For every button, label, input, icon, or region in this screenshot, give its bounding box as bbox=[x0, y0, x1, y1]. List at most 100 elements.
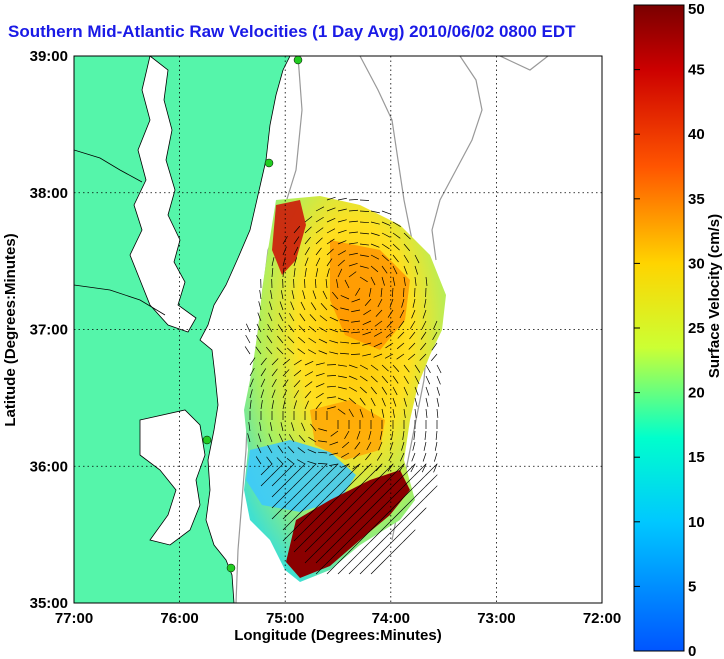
velocity-arrow bbox=[282, 518, 295, 531]
velocity-arrow bbox=[337, 268, 343, 278]
colorbar-tick-label: 30 bbox=[688, 255, 705, 272]
colorbar-tick-label: 10 bbox=[688, 514, 705, 531]
velocity-arrow bbox=[307, 449, 317, 454]
velocity-arrow bbox=[392, 232, 401, 239]
velocity-arrow bbox=[297, 447, 306, 454]
velocity-arrow bbox=[260, 357, 267, 366]
velocity-arrow bbox=[381, 375, 389, 384]
velocity-arrow bbox=[350, 353, 361, 355]
velocity-arrow bbox=[304, 268, 307, 278]
velocity-arrow bbox=[348, 463, 361, 476]
velocity-arrow bbox=[308, 436, 317, 443]
velocity-arrow bbox=[436, 375, 441, 385]
velocity-arrow bbox=[412, 441, 416, 451]
velocity-arrow bbox=[257, 312, 262, 322]
velocity-arrow bbox=[340, 463, 350, 468]
velocity-arrow bbox=[396, 353, 405, 360]
velocity-arrow bbox=[287, 336, 295, 344]
velocity-arrow bbox=[374, 320, 383, 327]
velocity-arrow bbox=[293, 540, 306, 553]
velocity-arrow bbox=[403, 265, 408, 275]
velocity-arrow bbox=[329, 441, 339, 446]
velocity-arrow bbox=[381, 507, 394, 520]
velocity-arrow bbox=[318, 428, 328, 432]
velocity-arrow bbox=[381, 243, 390, 250]
velocity-arrow bbox=[381, 386, 388, 395]
velocity-arrow bbox=[256, 444, 262, 454]
velocity-arrow bbox=[381, 408, 385, 418]
velocity-vectors bbox=[244, 196, 442, 575]
velocity-arrow bbox=[315, 518, 328, 531]
velocity-arrow bbox=[359, 463, 372, 476]
velocity-arrow bbox=[257, 433, 262, 443]
velocity-arrow bbox=[424, 430, 427, 440]
velocity-arrow bbox=[255, 346, 262, 355]
velocity-arrow bbox=[403, 408, 406, 418]
velocity-arrow bbox=[277, 445, 284, 454]
velocity-arrow bbox=[409, 331, 416, 340]
velocity-arrow bbox=[337, 208, 347, 212]
velocity-arrow bbox=[348, 518, 361, 531]
velocity-arrow bbox=[348, 496, 361, 509]
velocity-arrow bbox=[249, 400, 252, 410]
velocity-arrow bbox=[370, 496, 383, 509]
velocity-arrow bbox=[436, 364, 442, 374]
velocity-arrow bbox=[337, 386, 347, 390]
velocity-arrow bbox=[392, 386, 398, 396]
velocity-arrow bbox=[392, 496, 405, 509]
x-tick-label: 77:00 bbox=[55, 610, 93, 627]
velocity-arrow bbox=[265, 346, 273, 355]
velocity-arrow bbox=[304, 485, 317, 498]
velocity-arrow bbox=[297, 459, 306, 465]
velocity-arrow bbox=[376, 452, 383, 461]
velocity-arrow bbox=[293, 474, 306, 487]
velocity-arrow bbox=[276, 347, 284, 355]
velocity-arrow bbox=[370, 529, 383, 542]
velocity-arrow bbox=[356, 430, 361, 440]
velocity-arrow bbox=[436, 408, 439, 418]
velocity-arrow bbox=[370, 243, 380, 248]
velocity-arrow bbox=[304, 400, 309, 410]
velocity-arrow bbox=[422, 452, 427, 462]
velocity-arrow bbox=[278, 433, 284, 443]
velocity-arrow bbox=[421, 463, 427, 473]
velocity-arrow bbox=[337, 197, 347, 201]
velocity-arrow bbox=[315, 551, 328, 564]
velocity-arrow bbox=[425, 386, 430, 396]
velocity-arrow bbox=[419, 353, 427, 361]
velocity-arrow bbox=[304, 226, 312, 234]
x-axis-label: Longitude (Degrees:Minutes) bbox=[234, 627, 442, 644]
velocity-arrow bbox=[249, 378, 254, 388]
velocity-arrow bbox=[432, 331, 438, 340]
velocity-arrow bbox=[348, 262, 358, 267]
velocity-arrow bbox=[381, 485, 394, 498]
velocity-arrow bbox=[337, 496, 350, 509]
velocity-arrow bbox=[280, 422, 284, 432]
velocity-arrow bbox=[288, 324, 295, 333]
velocity-arrow bbox=[392, 364, 400, 373]
velocity-arrow bbox=[337, 397, 347, 402]
velocity-arrow bbox=[359, 518, 372, 531]
velocity-arrow bbox=[348, 199, 359, 201]
velocity-arrow bbox=[293, 485, 306, 498]
station-marker bbox=[264, 158, 274, 168]
colorbar-label: Surface Velocity (cm/s) bbox=[706, 214, 723, 378]
velocity-arrow bbox=[330, 430, 339, 437]
velocity-arrow bbox=[326, 529, 339, 542]
velocity-arrow bbox=[260, 463, 273, 476]
velocity-arrow bbox=[318, 338, 328, 344]
velocity-arrow bbox=[434, 441, 438, 451]
velocity-arrow bbox=[308, 337, 317, 344]
velocity-arrow bbox=[359, 540, 372, 553]
velocity-arrow bbox=[384, 353, 394, 359]
velocity-arrow bbox=[297, 336, 306, 344]
velocity-arrow bbox=[315, 463, 328, 476]
velocity-arrow bbox=[391, 287, 394, 297]
velocity-arrow bbox=[353, 452, 361, 460]
velocity-arrow bbox=[403, 375, 409, 384]
velocity-arrow bbox=[304, 371, 313, 377]
velocity-arrow bbox=[425, 375, 431, 385]
velocity-arrow bbox=[322, 290, 328, 300]
velocity-arrow bbox=[414, 265, 419, 275]
velocity-arrow bbox=[326, 207, 336, 212]
